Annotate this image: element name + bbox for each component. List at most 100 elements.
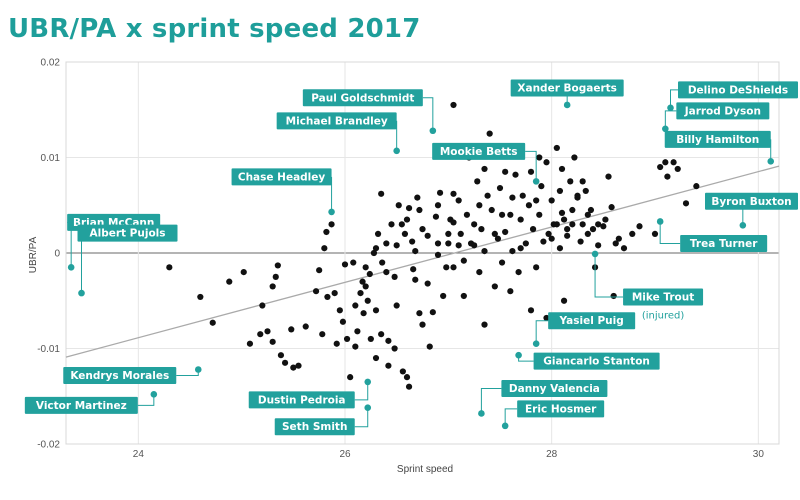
data-point: [636, 223, 643, 230]
data-point: [419, 321, 426, 328]
leader-line: [77, 232, 82, 294]
leader-line: [422, 97, 434, 131]
highlight-point: [591, 250, 599, 258]
data-point: [529, 226, 537, 233]
data-point: [564, 226, 571, 233]
data-point: [302, 323, 309, 330]
leader-line: [659, 221, 681, 244]
callout-seth-smith: Seth Smith: [274, 404, 372, 436]
data-point: [605, 173, 612, 180]
data-point: [515, 269, 522, 276]
callout-label: Jarrod Dyson: [684, 105, 761, 117]
data-point: [166, 264, 173, 271]
data-point: [517, 216, 524, 223]
data-point: [540, 238, 547, 245]
callout-paul-goldschmidt: Paul Goldschmidt: [302, 89, 437, 135]
data-point: [595, 242, 602, 249]
x-tick-label: 26: [339, 449, 351, 460]
data-point: [556, 187, 564, 195]
data-point: [457, 230, 464, 237]
data-point: [429, 309, 436, 316]
callout-box: [705, 192, 798, 210]
callout-byron-buxton: Byron Buxton: [705, 192, 798, 229]
callout-jarrod-dyson: Jarrod Dyson: [662, 102, 770, 133]
grid-lines: [65, 61, 780, 445]
data-point: [324, 293, 331, 301]
data-point: [391, 273, 398, 280]
data-point: [571, 154, 578, 161]
highlight-point: [364, 404, 372, 412]
highlight-point: [656, 218, 664, 225]
data-point: [331, 290, 338, 297]
highlight-point: [767, 158, 775, 165]
trend-line: [65, 165, 780, 358]
data-point: [403, 374, 411, 381]
data-point: [393, 302, 400, 309]
callout-label: Danny Valencia: [509, 383, 600, 395]
data-point: [522, 240, 529, 247]
data-point: [584, 211, 591, 218]
data-point: [432, 213, 440, 220]
data-point: [424, 280, 431, 287]
data-points: [166, 101, 700, 390]
data-point: [269, 338, 276, 345]
callout-trea-turner: Trea Turner: [656, 218, 768, 252]
data-point: [412, 276, 419, 283]
callout-yasiel-puig: Yasiel Puig: [532, 312, 636, 348]
data-point: [481, 165, 488, 173]
data-point: [610, 292, 617, 300]
callout-label: Yasiel Puig: [559, 315, 624, 327]
data-point: [312, 288, 320, 295]
data-point: [602, 216, 609, 223]
highlight-point: [667, 104, 674, 112]
y-axis-label: UBR/PA: [28, 236, 39, 273]
data-point: [362, 264, 369, 271]
data-point: [455, 197, 462, 204]
data-point: [295, 362, 302, 369]
callout-delino-deshields: Delino DeShields: [667, 81, 798, 112]
callout-label: Mookie Betts: [440, 146, 518, 158]
data-point: [478, 226, 485, 233]
data-point: [445, 230, 452, 237]
data-point: [352, 343, 359, 350]
data-point: [498, 259, 506, 266]
data-point: [536, 154, 543, 161]
data-point: [367, 335, 374, 343]
data-point: [657, 163, 664, 171]
data-point: [579, 221, 586, 228]
callout-box: [664, 130, 771, 148]
data-point: [589, 226, 597, 233]
leader-line: [176, 369, 199, 377]
data-point: [372, 354, 380, 362]
callout-label: Trea Turner: [690, 238, 758, 250]
data-point: [388, 221, 395, 228]
callout-box: [517, 400, 605, 418]
x-tick-label: 24: [133, 449, 145, 460]
data-point: [629, 230, 636, 237]
callout-box: [63, 367, 177, 385]
callout-mike-trout: Mike Trout: [591, 250, 704, 306]
data-point: [410, 266, 417, 273]
callout-victor-martinez: Victor Martinez: [24, 391, 158, 414]
callout-box: [680, 234, 768, 252]
data-point: [339, 318, 347, 325]
data-point: [579, 178, 586, 185]
data-point: [512, 171, 519, 178]
data-point: [471, 221, 478, 228]
data-point: [379, 259, 386, 266]
data-point: [494, 235, 502, 242]
data-point: [502, 228, 509, 236]
data-point: [584, 230, 591, 237]
callout-label: Byron Buxton: [711, 196, 791, 208]
data-point: [481, 247, 488, 255]
data-point: [434, 202, 442, 209]
data-point: [558, 209, 566, 216]
data-point: [374, 230, 382, 237]
data-point: [434, 240, 442, 247]
data-point: [560, 297, 568, 304]
callout-label: Billy Hamilton: [676, 134, 759, 146]
data-point: [620, 245, 628, 252]
data-point: [569, 221, 576, 228]
data-point: [403, 216, 411, 223]
